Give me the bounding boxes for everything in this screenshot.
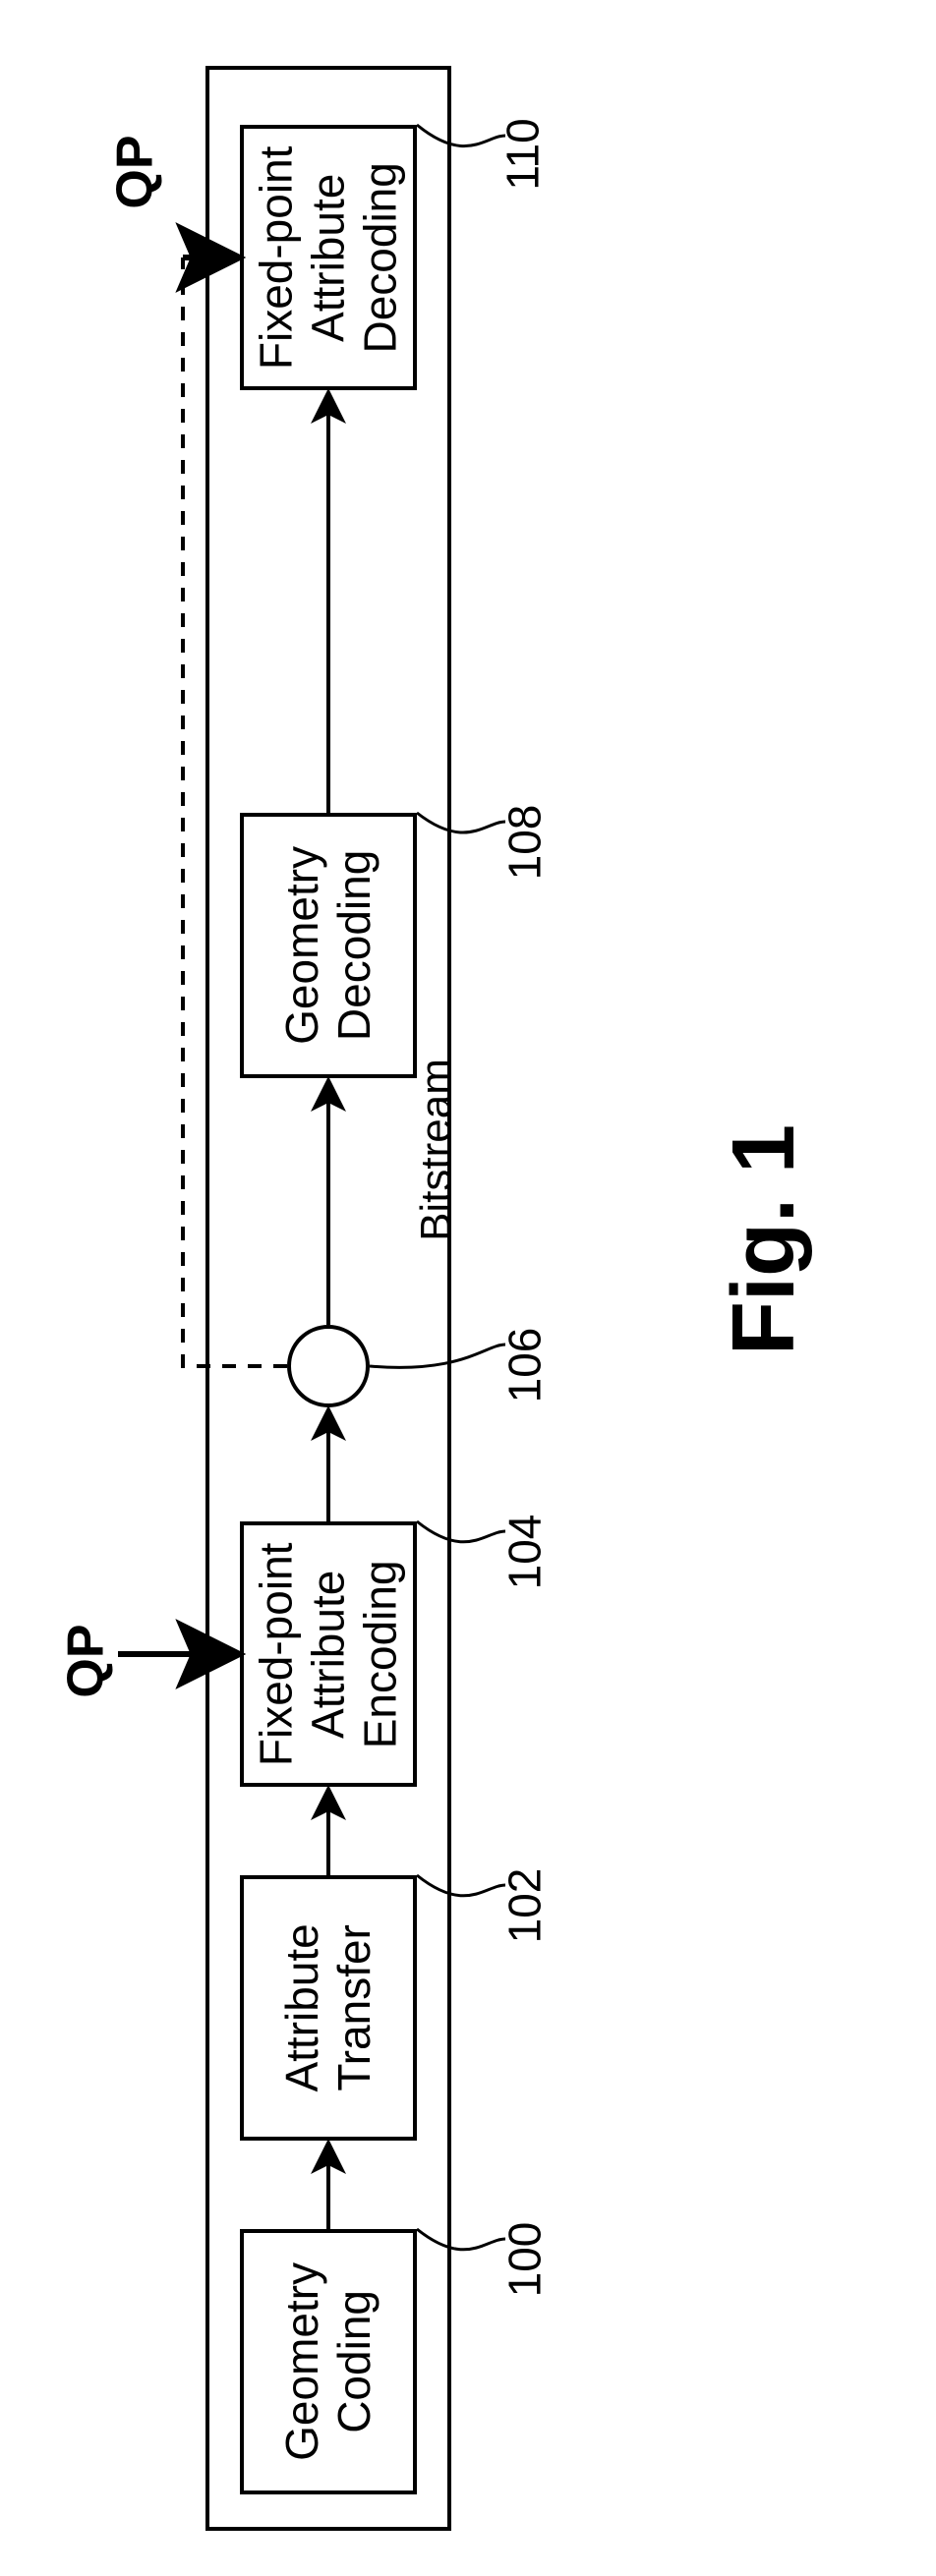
qp-encoding-label: QP [57,1624,116,1697]
block-geometry-coding: Geometry Coding [240,2229,417,2494]
ref-106: 106 [497,1328,551,1403]
block-label: Geometry Decoding [276,846,380,1045]
ref-108: 108 [497,805,551,881]
block-fp-attr-decoding: Fixed-point Attribute Decoding [240,125,417,390]
outer-frame [205,66,451,2531]
block-attribute-transfer: Attribute Transfer [240,1875,417,2141]
circle-node [287,1325,370,1407]
ref-102: 102 [497,1868,551,1944]
block-label: Attribute Transfer [276,1923,380,2091]
qp-decoding-label: QP [106,135,165,208]
figure-caption: Fig. 1 [714,1124,815,1355]
block-geometry-decoding: Geometry Decoding [240,813,417,1078]
ref-100: 100 [497,2222,551,2298]
bitstream-label: Bitstream [412,1059,461,1241]
ref-110: 110 [497,118,550,190]
block-label: Fixed-point Attribute Encoding [251,1542,407,1766]
ref-104: 104 [497,1515,551,1590]
block-fp-attr-encoding: Fixed-point Attribute Encoding [240,1521,417,1787]
block-label: Fixed-point Attribute Decoding [251,145,407,370]
block-label: Geometry Coding [276,2262,380,2461]
